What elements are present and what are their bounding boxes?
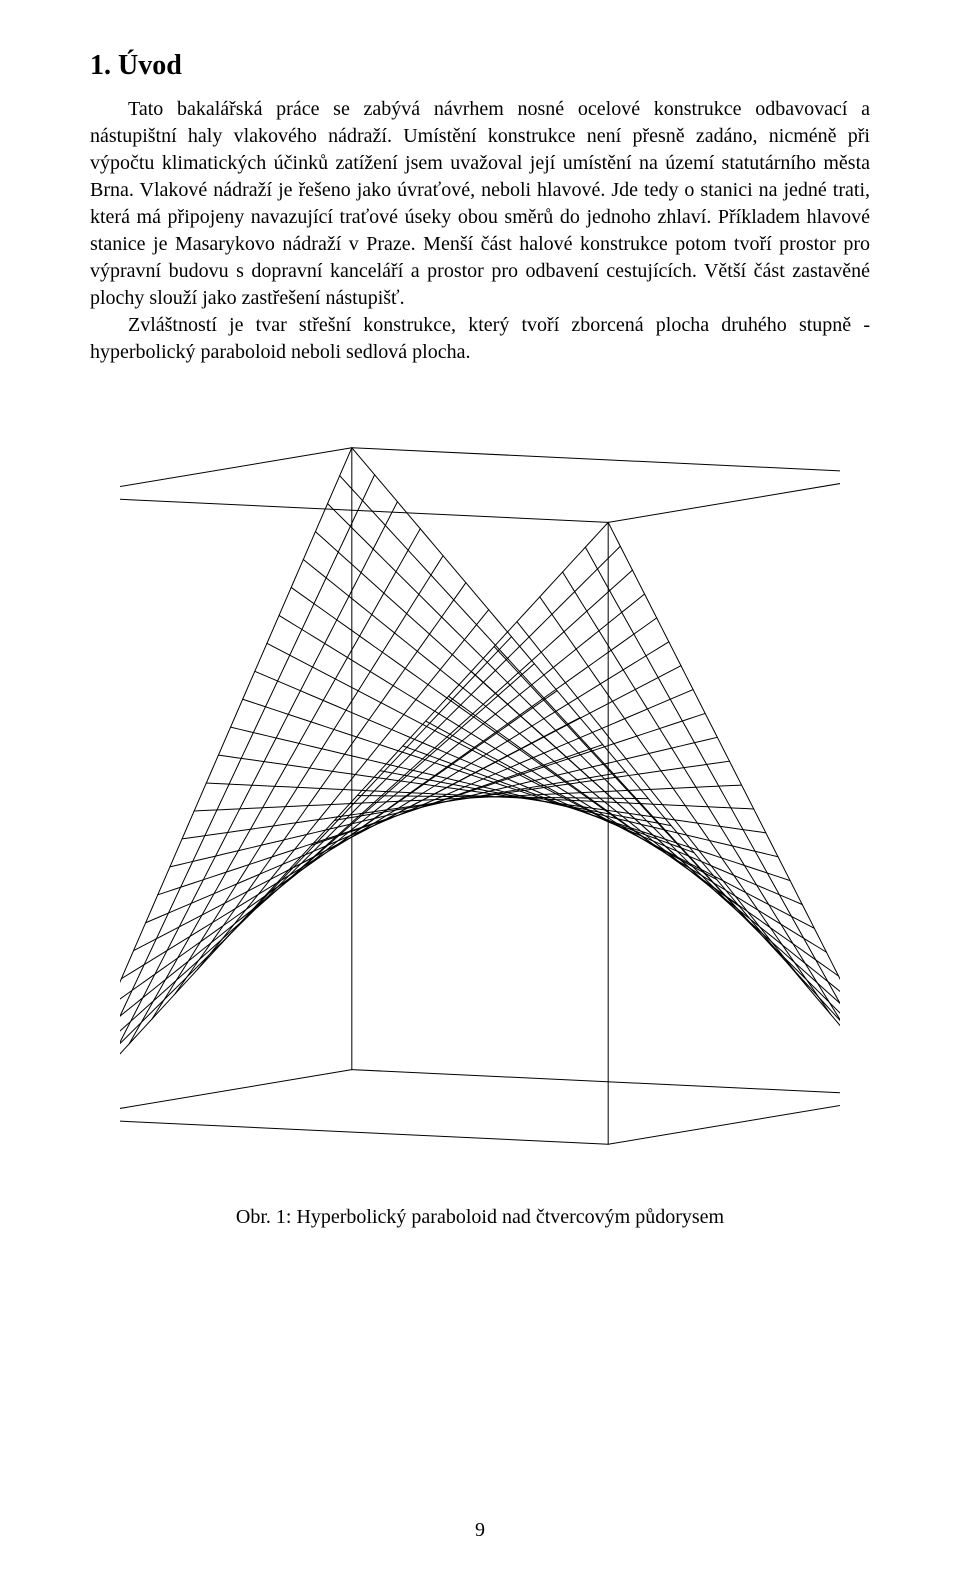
figure-container: Obr. 1: Hyperbolický paraboloid nad čtve… xyxy=(90,426,870,1229)
page-number: 9 xyxy=(0,1519,960,1542)
body-paragraph-1: Tato bakalářská práce se zabývá návrhem … xyxy=(90,96,870,312)
section-title: 1. Úvod xyxy=(90,50,870,82)
body-paragraph-2: Zvláštností je tvar střešní konstrukce, … xyxy=(90,312,870,366)
figure-caption: Obr. 1: Hyperbolický paraboloid nad čtve… xyxy=(236,1206,724,1229)
hyperbolic-paraboloid-figure xyxy=(120,426,840,1146)
document-page: 1. Úvod Tato bakalářská práce se zabývá … xyxy=(0,0,960,1572)
